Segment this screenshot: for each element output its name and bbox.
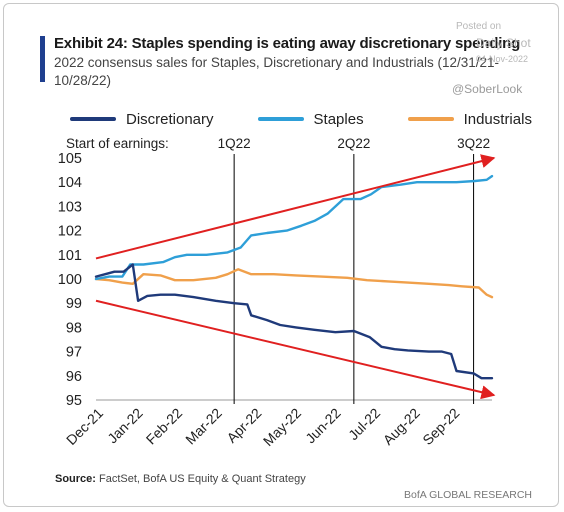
- source-text: FactSet, BofA US Equity & Quant Strategy: [99, 473, 306, 485]
- trend-arrow-down: [95, 299, 496, 400]
- trend-arrow-up: [95, 154, 496, 260]
- legend-item-staples: Staples: [257, 110, 364, 128]
- watermark-handle: @SoberLook: [452, 82, 523, 96]
- x-tick-label: Jun-22: [302, 405, 344, 447]
- y-tick-label: 102: [58, 224, 82, 240]
- watermark-posted: Posted on: [456, 21, 502, 32]
- research-credit: BofA GLOBAL RESEARCH: [404, 489, 532, 501]
- series-line-staples: [94, 174, 494, 281]
- legend-swatch-staples: [257, 117, 304, 121]
- watermark-brand: Daily Shot: [476, 36, 531, 50]
- y-tick-label: 104: [58, 175, 82, 191]
- x-tick-label: Feb-22: [143, 405, 186, 448]
- x-tick-label: Jan-22: [104, 405, 146, 447]
- source-note: Source: FactSet, BofA US Equity & Quant …: [55, 473, 306, 485]
- watermark-date: 04-Nov-2022: [476, 54, 529, 64]
- y-tick-label: 97: [66, 345, 82, 361]
- series-line-discretionary: [94, 263, 494, 380]
- legend-item-industrials: Industrials: [407, 110, 532, 128]
- x-tick-label: Apr-22: [223, 405, 264, 446]
- y-tick-label: 100: [58, 272, 82, 288]
- y-tick-label: 98: [66, 320, 82, 336]
- y-tick-label: 99: [66, 296, 82, 312]
- y-tick-label: 105: [58, 151, 82, 167]
- chart-frame: [3, 3, 559, 507]
- x-tick-label: Sep-22: [419, 405, 462, 448]
- legend-label-industrials: Industrials: [463, 110, 532, 128]
- legend-item-discretionary: Discretionary: [70, 111, 214, 128]
- exhibit-subtitle: 2022 consensus sales for Staples, Discre…: [54, 55, 499, 88]
- legend-label-staples: Staples: [313, 110, 364, 128]
- chart-legend: Discretionary Staples Industrials: [70, 108, 564, 130]
- x-tick-label: Aug-22: [380, 405, 423, 448]
- earnings-marker-label: 1Q22: [218, 136, 251, 151]
- legend-label-discretionary: Discretionary: [126, 110, 214, 128]
- x-tick-label: Jul-22: [345, 405, 383, 443]
- legend-swatch-discretionary: [70, 117, 116, 121]
- exhibit-title: Exhibit 24: Staples spending is eating a…: [54, 35, 521, 52]
- x-tick-label: Dec-21: [63, 405, 106, 448]
- y-tick-label: 96: [66, 369, 82, 385]
- title-accent-bar: [40, 36, 45, 82]
- y-tick-label: 95: [66, 393, 82, 409]
- earnings-marker-label: 2Q22: [337, 136, 370, 151]
- source-label: Source:: [55, 473, 96, 485]
- y-tick-label: 101: [58, 248, 82, 264]
- y-tick-label: 103: [58, 199, 82, 215]
- series-line-industrials: [94, 268, 494, 299]
- x-tick-label: May-22: [260, 405, 304, 449]
- earnings-marker-label: 3Q22: [457, 136, 490, 151]
- earnings-label: Start of earnings:: [66, 136, 169, 151]
- legend-swatch-industrials: [407, 117, 454, 121]
- x-tick-label: Mar-22: [182, 405, 225, 448]
